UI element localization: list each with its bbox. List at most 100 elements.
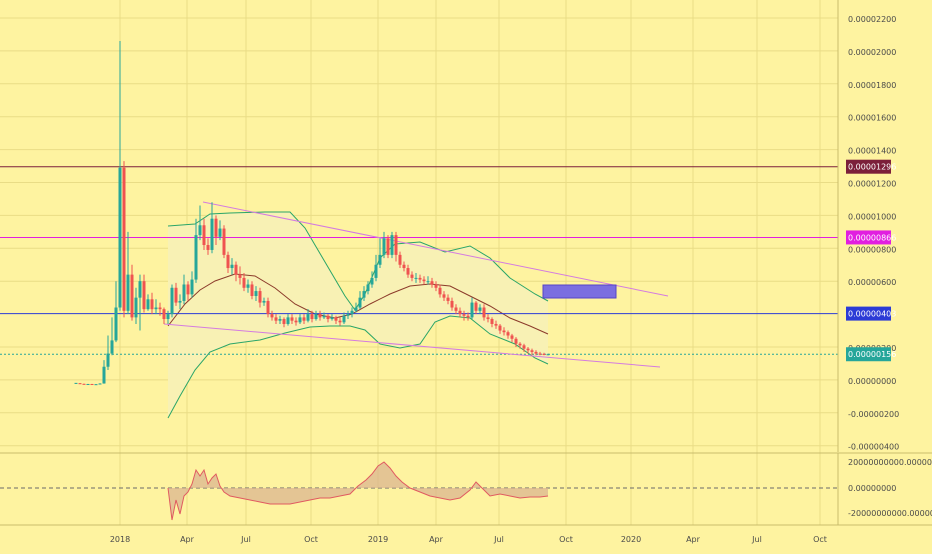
candle <box>522 343 526 352</box>
candle <box>194 218 198 283</box>
candle <box>102 360 106 384</box>
candle <box>462 310 466 321</box>
bollinger-lower-line <box>167 315 549 419</box>
candle <box>226 251 230 273</box>
oscillator-tick-label: 20000000000.00000000 <box>848 458 932 467</box>
time-axis-ticks: 2018 Apr Jul Oct 2019 Apr Jul Oct 2020 Apr Jul Oct <box>110 535 827 544</box>
price-label: 0.00000403 <box>846 306 896 321</box>
candle <box>318 310 322 321</box>
candle <box>406 264 410 278</box>
candle <box>186 281 190 301</box>
candle <box>306 309 310 323</box>
candle <box>94 384 98 386</box>
candle <box>346 310 350 320</box>
candle <box>114 281 118 343</box>
candle <box>106 335 110 371</box>
candle <box>358 291 362 310</box>
candle <box>362 286 366 301</box>
candle <box>134 287 138 324</box>
bollinger-band-fill <box>168 212 548 418</box>
candle <box>434 281 438 292</box>
candle <box>414 272 418 283</box>
price-tick-label: 0.00000800 <box>848 245 896 254</box>
triangle-lower-trendline[interactable] <box>163 323 661 368</box>
candle <box>482 304 486 321</box>
candle <box>310 310 314 323</box>
oscillator-tick-label: -20000000000.00000000 <box>848 509 932 518</box>
candle <box>338 317 342 326</box>
time-tick-label: Oct <box>813 535 827 544</box>
candle <box>478 304 482 315</box>
candle <box>438 284 442 298</box>
candle <box>98 383 102 385</box>
time-tick-label: Jul <box>240 535 251 544</box>
oscillator-tick-label: 0.00000000 <box>848 484 896 493</box>
candle <box>402 261 406 272</box>
candle <box>334 315 338 324</box>
candle <box>90 383 94 386</box>
candle <box>246 279 250 293</box>
candle <box>502 327 506 336</box>
candle <box>426 276 430 285</box>
candle <box>326 314 330 323</box>
candle <box>486 314 490 323</box>
candle <box>286 314 290 326</box>
candle <box>314 310 318 321</box>
candle <box>526 347 530 354</box>
candle <box>110 317 114 356</box>
candle <box>538 351 542 356</box>
candle <box>450 297 454 311</box>
candle <box>270 310 274 321</box>
candle <box>366 281 370 295</box>
time-tick-label: Apr <box>429 535 444 544</box>
candle <box>266 297 270 318</box>
candle <box>534 350 538 356</box>
candle <box>174 282 178 306</box>
candle <box>162 307 166 324</box>
candle <box>198 205 202 241</box>
candle <box>370 271 374 288</box>
svg-text:0.00000403: 0.00000403 <box>848 310 896 319</box>
candle <box>274 314 278 324</box>
candle <box>342 312 346 324</box>
price-tick-label: 0.00000000 <box>848 377 896 386</box>
candle <box>166 310 170 324</box>
candle <box>202 218 206 250</box>
candle <box>242 272 246 292</box>
svg-text:0.00000156: 0.00000156 <box>848 350 896 359</box>
candle <box>354 302 358 313</box>
candle <box>82 383 86 385</box>
price-axis-labels: 0.00001296 0.00000866 0.00000403 0.00000156 <box>846 159 896 362</box>
candle <box>298 314 302 324</box>
candle <box>546 353 550 356</box>
price-tick-label: 0.00001400 <box>848 147 896 156</box>
price-tick-label: 0.00001600 <box>848 114 896 123</box>
price-tick-label: 0.00002000 <box>848 48 896 57</box>
candle <box>250 281 254 300</box>
oscillator-line <box>167 461 549 521</box>
price-tick-label: -0.00000200 <box>848 410 899 419</box>
time-tick-label: Oct <box>304 535 318 544</box>
target-zone-box[interactable] <box>542 284 617 299</box>
candle <box>278 315 282 324</box>
candle <box>138 274 142 331</box>
candle <box>258 287 262 308</box>
candle <box>374 254 378 282</box>
candle <box>498 323 502 334</box>
candle <box>466 312 470 321</box>
time-tick-label: Apr <box>686 535 701 544</box>
candle <box>290 314 294 324</box>
time-tick-label: 2020 <box>621 535 641 544</box>
candle <box>386 235 390 259</box>
candle <box>474 300 478 315</box>
candle <box>262 297 266 306</box>
triangle-upper-trendline[interactable] <box>202 201 669 297</box>
candle <box>78 383 82 385</box>
candle <box>514 337 518 347</box>
candle <box>518 342 522 349</box>
candle <box>190 271 194 298</box>
candle <box>142 274 146 313</box>
candle <box>282 317 286 328</box>
